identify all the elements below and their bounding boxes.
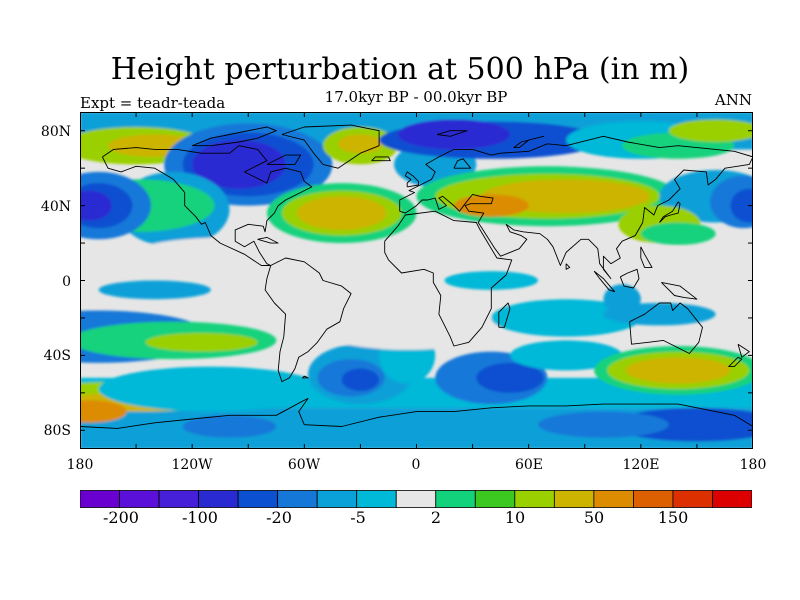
colorbar [80,490,752,508]
lon-label-60e: 60E [514,457,544,473]
lat-label-80s: 80S [43,423,71,439]
colorbar-box [198,490,239,508]
lat-label-40n: 40N [40,199,71,215]
plot-title: Height perturbation at 500 hPa (in m) [110,52,690,87]
lat-label-0: 0 [62,274,71,290]
colorbar-label: 10 [504,508,526,527]
colorbar-box [553,490,595,508]
colorbar-label: -200 [103,508,139,527]
coastlines [80,124,753,429]
lon-label-180e: 180 [739,457,767,473]
lon-label-120w: 120W [171,457,213,473]
colorbar-box [712,490,752,508]
colorbar-box [80,490,120,508]
colorbar-label: -20 [266,508,292,527]
colorbar-label: 50 [583,508,605,527]
colorbar-box [119,490,160,508]
colorbar-box [514,490,555,508]
lon-label-120e: 120E [622,457,660,473]
season-label: ANN [714,91,752,109]
colorbar-box [237,490,279,508]
plot-subtitle: 17.0kyr BP - 00.0kyr BP [324,88,508,106]
colorbar-box [277,490,318,508]
colorbar-label: 2 [430,508,442,527]
colorbar-label: -5 [350,508,366,527]
map-ticks [80,112,753,449]
colorbar-box [158,490,199,508]
colorbar-box [316,490,358,508]
colorbar-box [435,490,476,508]
lon-label-180w: 180 [66,457,94,473]
lon-label-60w: 60W [287,457,321,473]
colorbar-box [593,490,634,508]
colorbar-box [395,490,437,508]
lat-label-80n: 80N [40,124,71,140]
colorbar-label: -100 [182,508,218,527]
colorbar-box [672,490,713,508]
colorbar-label: 150 [657,508,689,527]
height-perturbation-map [80,112,753,449]
colorbar-box [474,490,516,508]
colorbar-box [633,490,674,508]
contour-field [80,112,753,449]
colorbar-box [356,490,397,508]
lon-label-0: 0 [411,457,421,473]
lat-label-40s: 40S [43,348,71,364]
experiment-label: Expt = teadr-teada [80,94,226,112]
